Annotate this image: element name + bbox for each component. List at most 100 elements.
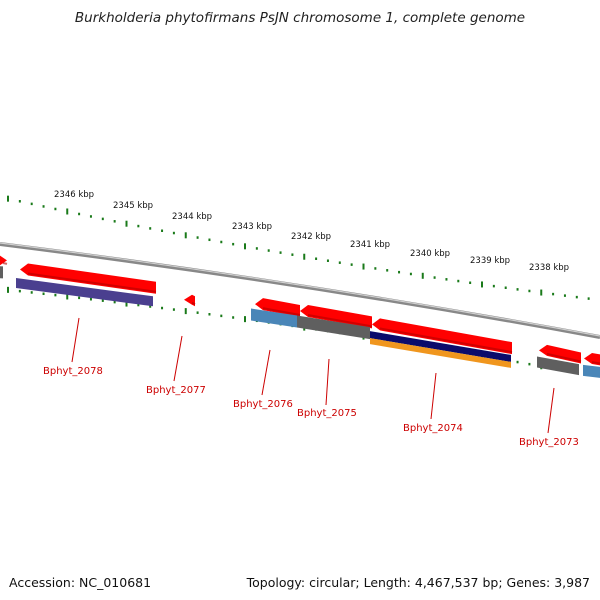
inner-ring-minor-tick (528, 362, 531, 366)
outer-ring-minor-tick (433, 276, 436, 279)
gene-arrow-shade (591, 361, 600, 365)
inner-ring-minor-tick (54, 293, 57, 297)
kbp-label: 2338 kbp (529, 263, 569, 273)
outer-ring-minor-tick (516, 288, 519, 291)
outer-ring-major-tick (540, 289, 543, 296)
outer-ring-minor-tick (386, 269, 389, 272)
outer-ring-minor-tick (161, 229, 164, 232)
inner-ring-minor-tick (18, 289, 21, 293)
inner-ring-minor-tick (196, 311, 199, 314)
outer-ring-minor-tick (350, 263, 353, 266)
inner-ring-major-tick (125, 300, 128, 307)
accession-text: Accession: NC_010681 (9, 575, 152, 590)
outer-ring-minor-tick (220, 240, 223, 244)
outer-ring-major-tick (421, 272, 424, 279)
kbp-label: 2344 kbp (172, 212, 212, 222)
outer-ring-minor-tick (504, 286, 507, 290)
feature-band (537, 356, 579, 376)
feature-band (16, 278, 153, 307)
inner-ring-minor-tick (161, 306, 164, 310)
gene-arrow (184, 294, 195, 307)
inner-ring-minor-tick (30, 291, 33, 294)
outer-ring-minor-tick (587, 297, 590, 300)
outer-ring-minor-tick (445, 278, 448, 281)
outer-ring-minor-tick (267, 249, 270, 252)
kbp-label: 2341 kbp (350, 240, 390, 250)
outer-ring-minor-tick (398, 270, 401, 274)
inner-ring-major-tick (244, 316, 246, 323)
kbp-label: 2343 kbp (232, 222, 272, 232)
outer-ring-minor-tick (563, 294, 566, 297)
feature-band (0, 266, 3, 279)
outer-ring-minor-tick (469, 281, 472, 285)
outer-ring-major-tick (184, 232, 187, 239)
outer-ring-minor-tick (42, 205, 45, 208)
gene-label: Bphyt_2078 (43, 366, 103, 377)
inner-ring-minor-tick (232, 316, 235, 319)
outer-ring-minor-tick (113, 220, 116, 223)
outer-ring-minor-tick (575, 295, 578, 299)
outer-ring-minor-tick (172, 231, 175, 235)
gene-label: Bphyt_2074 (403, 423, 463, 434)
inner-ring-major-tick (66, 293, 69, 300)
kbp-label: 2340 kbp (410, 249, 450, 259)
outer-ring-major-tick (66, 208, 69, 215)
outer-ring-minor-tick (232, 242, 235, 246)
outer-ring-minor-tick (149, 227, 152, 230)
outer-ring-minor-tick (492, 284, 495, 288)
outer-ring-minor-tick (457, 279, 460, 283)
inner-ring-minor-tick (78, 296, 81, 300)
gene-arrow-shade (262, 307, 301, 316)
gene-leader-line (173, 335, 183, 382)
feature-band (251, 308, 297, 328)
gene-arrow-shade (546, 352, 582, 363)
inner-ring-minor-tick (149, 305, 152, 308)
gene-arrow (584, 353, 600, 366)
outer-ring-major-tick (362, 263, 365, 270)
outer-ring-major-tick (244, 243, 246, 250)
map-title: Burkholderia phytofirmans PsJN chromosom… (74, 10, 526, 26)
outer-ring-minor-tick (338, 261, 341, 264)
gene-label: Bphyt_2075 (297, 408, 357, 419)
gene-arrow-shade (191, 301, 196, 306)
outer-ring-minor-tick (291, 253, 294, 256)
outer-ring-minor-tick (18, 200, 21, 203)
gene-arrow (0, 255, 7, 266)
gene-label: Bphyt_2073 (519, 437, 579, 448)
gene-arrow-shade (307, 314, 373, 328)
outer-ring-major-tick (125, 220, 128, 227)
outer-ring-minor-tick (208, 238, 211, 242)
gene-label: Bphyt_2076 (233, 399, 293, 410)
kbp-label: 2346 kbp (54, 190, 94, 200)
outer-ring-major-tick (7, 195, 9, 202)
inner-ring-major-tick (7, 286, 9, 293)
gene-leader-line (325, 358, 330, 406)
outer-ring-minor-tick (196, 236, 199, 239)
gene-arrow-shade (2, 262, 8, 265)
outer-ring-minor-tick (30, 202, 33, 206)
feature-band (583, 364, 600, 378)
inner-ring-major-tick (184, 308, 187, 315)
inner-ring-minor-tick (516, 360, 519, 364)
feature-band (370, 331, 511, 362)
feature-band (297, 315, 370, 340)
gene-arrow-shade (379, 327, 513, 354)
outer-ring-minor-tick (326, 259, 329, 262)
gene-arrow-shade (27, 272, 157, 293)
outer-ring-major-tick (303, 253, 306, 260)
outer-ring-minor-tick (255, 247, 258, 250)
gene-label: Bphyt_2077 (146, 385, 206, 396)
kbp-label: 2342 kbp (291, 232, 331, 242)
inner-ring-minor-tick (208, 313, 211, 316)
inner-ring-minor-tick (113, 300, 116, 304)
gene-leader-line (261, 349, 271, 396)
inner-ring-minor-tick (101, 299, 104, 302)
gene-leader-line (71, 317, 80, 363)
outer-ring-minor-tick (137, 224, 140, 228)
inner-ring-minor-tick (220, 314, 223, 318)
outer-ring-minor-tick (315, 257, 318, 260)
inner-ring-minor-tick (42, 292, 45, 296)
outer-ring-minor-tick (409, 272, 412, 276)
